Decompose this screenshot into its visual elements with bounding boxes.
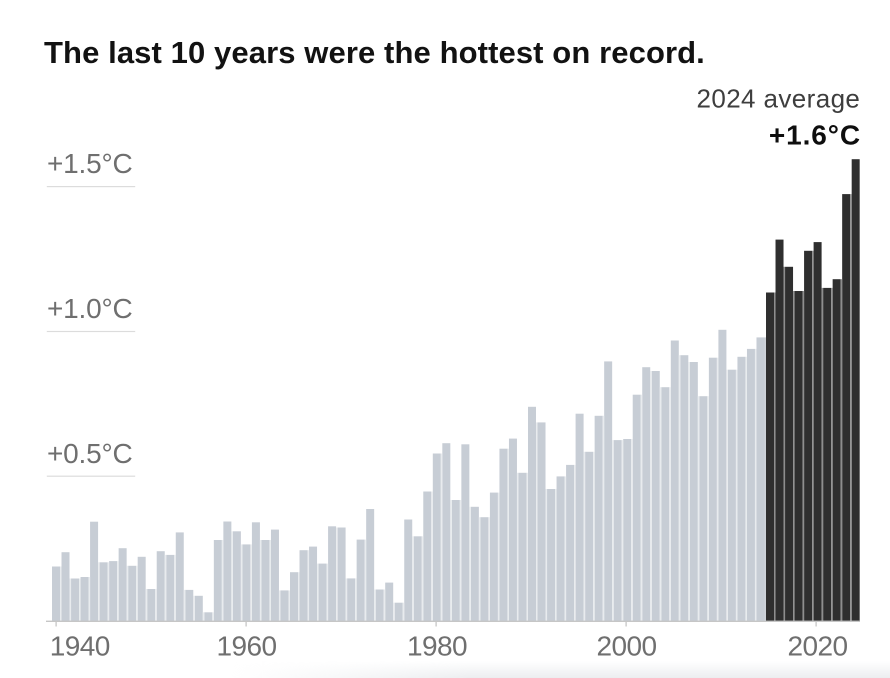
svg-text:2020: 2020 [788, 631, 848, 662]
svg-text:+1.5°C: +1.5°C [47, 148, 133, 179]
svg-text:1960: 1960 [217, 631, 277, 662]
svg-text:The last 10 years were the hot: The last 10 years were the hottest on re… [44, 35, 705, 70]
svg-text:2000: 2000 [597, 631, 657, 662]
svg-text:2024 average: 2024 average [696, 84, 860, 114]
svg-text:1940: 1940 [50, 631, 110, 662]
svg-text:1980: 1980 [407, 631, 467, 662]
svg-text:+0.5°C: +0.5°C [47, 438, 133, 469]
svg-text:+1.6°C: +1.6°C [769, 120, 861, 151]
svg-text:+1.0°C: +1.0°C [47, 293, 133, 324]
